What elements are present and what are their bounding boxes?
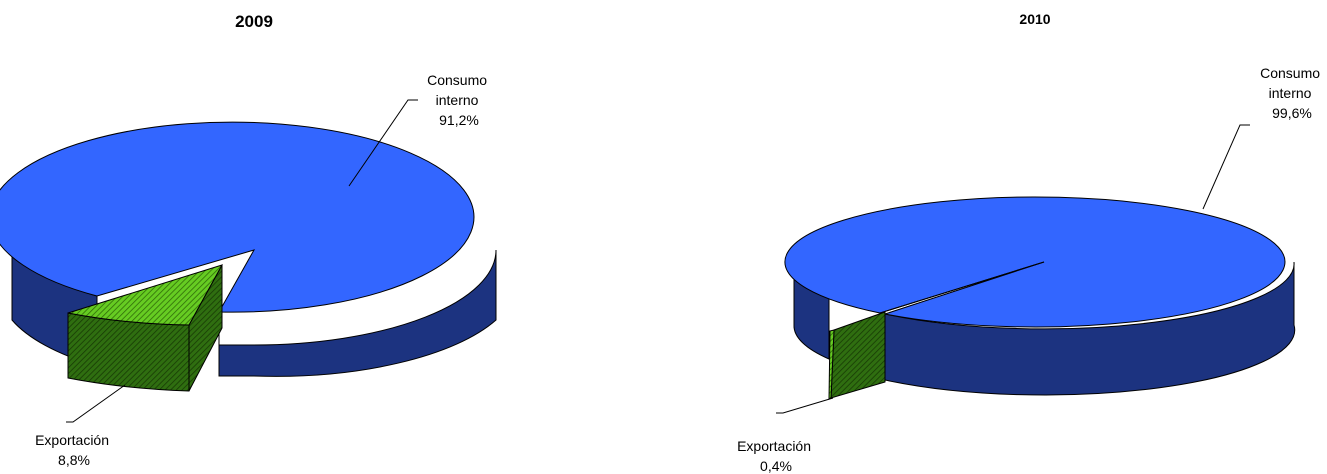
leader-line-exportacion bbox=[66, 384, 126, 423]
chart-title: 2010 bbox=[1019, 11, 1050, 27]
pie-chart-2009: 2009 Consumo interno 91,2% Exportación 8… bbox=[0, 12, 497, 468]
slice-divider-line bbox=[879, 261, 1045, 314]
slice-consumo-interno bbox=[0, 121, 475, 313]
slice-exportacion-exploded bbox=[828, 311, 886, 400]
label-consumo-interno: Consumo interno 99,6% bbox=[1260, 65, 1324, 121]
slice-exportacion bbox=[67, 264, 224, 326]
label-exportacion: Exportación 8,8% bbox=[35, 432, 113, 468]
value-consumo-interno: 91,2% bbox=[439, 112, 479, 128]
label-consumo-interno-line1: Consumo bbox=[427, 72, 487, 88]
value-exportacion: 8,8% bbox=[58, 452, 90, 468]
slice-consumo-interno-side bbox=[218, 249, 497, 377]
label-exportacion-line1: Exportación bbox=[737, 438, 811, 454]
value-exportacion: 0,4% bbox=[760, 458, 792, 474]
pie-chart-2010: 2010 Consumo interno 99,6% Exportación 0… bbox=[737, 11, 1324, 474]
slice-exportacion-exploded bbox=[67, 264, 224, 392]
leader-line-consumo-interno bbox=[1202, 124, 1250, 210]
label-consumo-interno-line2: interno bbox=[1269, 85, 1312, 101]
slice-exportacion-front bbox=[830, 311, 886, 399]
label-exportacion-line1: Exportación bbox=[35, 432, 109, 448]
label-consumo-interno: Consumo interno 91,2% bbox=[427, 72, 491, 128]
label-exportacion: Exportación 0,4% bbox=[737, 438, 815, 474]
value-consumo-interno: 99,6% bbox=[1272, 105, 1312, 121]
leader-line-exportacion bbox=[776, 397, 834, 414]
leader-line-consumo-interno bbox=[348, 99, 418, 187]
label-consumo-interno-line2: interno bbox=[436, 92, 479, 108]
slice-exportacion bbox=[828, 329, 835, 400]
label-consumo-interno-line1: Consumo bbox=[1260, 65, 1320, 81]
slice-consumo-interno bbox=[784, 196, 1286, 328]
chart-title: 2009 bbox=[235, 12, 273, 31]
